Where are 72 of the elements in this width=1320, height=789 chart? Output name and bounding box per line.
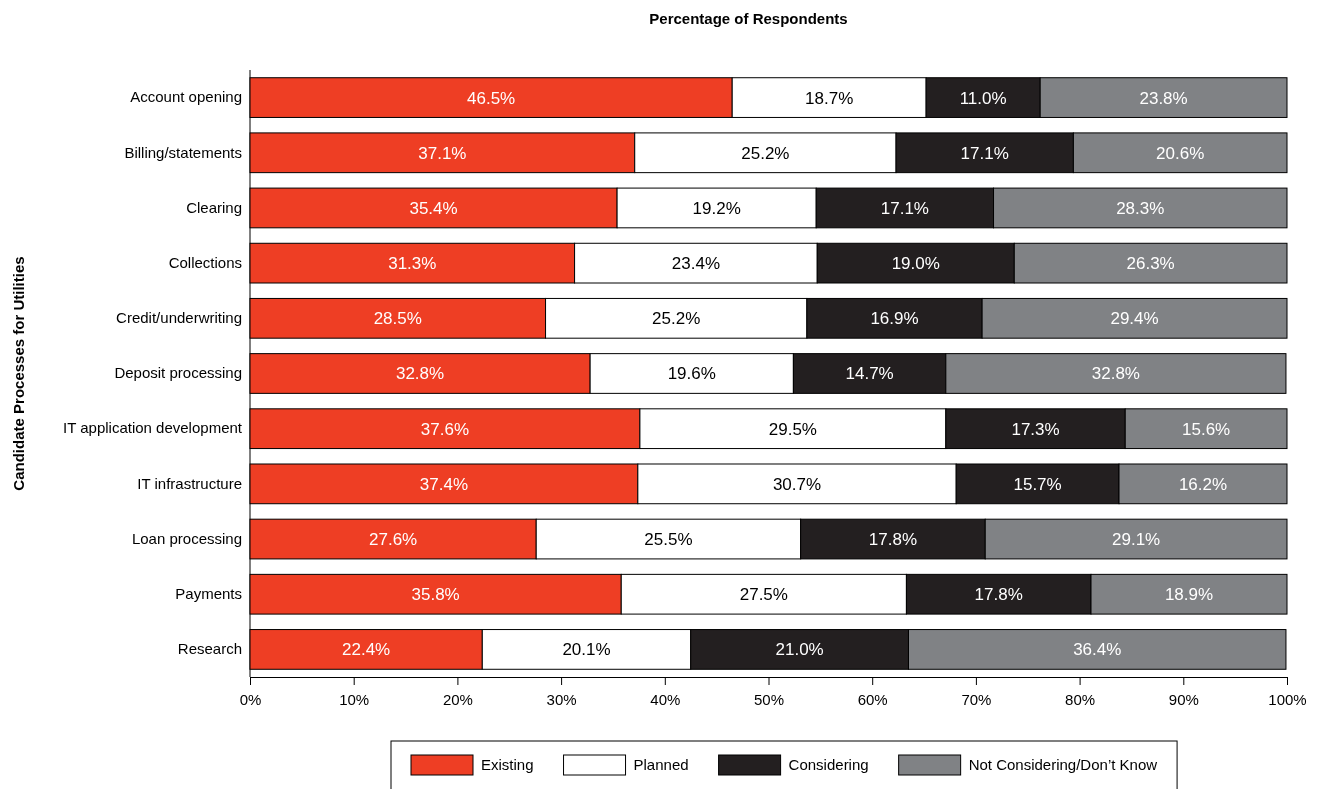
data-label: 14.7% — [845, 364, 894, 384]
y-tick-label: Payments — [175, 585, 242, 603]
data-label: 19.0% — [891, 254, 940, 274]
y-tick-label: Account opening — [130, 88, 242, 106]
data-label: 32.8% — [395, 364, 445, 384]
data-label: 16.9% — [870, 309, 919, 329]
x-tick-label: 60% — [857, 690, 888, 708]
data-label: 37.6% — [420, 419, 470, 439]
x-tick-label: 90% — [1168, 690, 1199, 708]
data-label: 28.5% — [373, 309, 422, 329]
y-tick-label: Loan processing — [131, 529, 242, 547]
y-tick-label: Deposit processing — [114, 364, 242, 382]
data-label: 21.0% — [775, 640, 824, 660]
data-label: 35.8% — [411, 585, 460, 605]
data-label: 17.3% — [1011, 419, 1060, 439]
x-tick-label: 10% — [339, 690, 370, 708]
data-label: 20.1% — [562, 640, 611, 660]
data-label: 25.5% — [644, 530, 693, 549]
x-tick-label: 50% — [753, 690, 785, 708]
x-tick-label: 0% — [239, 690, 262, 708]
x-tick-label: 80% — [1065, 690, 1096, 708]
data-label: 17.1% — [960, 143, 1009, 163]
data-label: 11.0% — [959, 88, 1007, 108]
data-label: 25.2% — [652, 309, 701, 329]
legend-label: Existing — [481, 756, 534, 774]
data-label: 17.8% — [974, 585, 1023, 605]
y-tick-label: Research — [177, 640, 242, 658]
data-label: 37.4% — [419, 474, 469, 494]
x-tick-label: 30% — [546, 690, 577, 708]
data-label: 16.2% — [1178, 474, 1228, 494]
data-label: 35.4% — [409, 198, 458, 218]
data-label: 36.4% — [1073, 640, 1122, 660]
data-label: 20.6% — [1156, 143, 1205, 163]
data-label: 46.5% — [467, 88, 516, 108]
data-label: 17.1% — [880, 198, 929, 218]
y-tick-label: Billing/statements — [124, 143, 242, 161]
data-label: 27.5% — [739, 585, 788, 605]
y-tick-label: Clearing — [186, 198, 242, 216]
data-label: 23.4% — [671, 254, 721, 274]
data-label: 28.3% — [1116, 198, 1165, 218]
x-tick-label: 20% — [442, 690, 473, 708]
data-label: 15.7% — [1013, 474, 1062, 494]
data-label: 22.4% — [342, 640, 391, 660]
data-label: 17.8% — [868, 530, 918, 549]
data-label: 19.2% — [692, 198, 741, 218]
y-tick-label: Credit/underwriting — [116, 309, 242, 327]
x-tick-label: 40% — [650, 690, 681, 708]
data-label: 25.2% — [741, 143, 790, 163]
legend-label: Considering — [788, 756, 869, 774]
data-label: 30.7% — [772, 474, 822, 494]
data-label: 37.1% — [418, 143, 467, 163]
y-tick-label: IT infrastructure — [137, 474, 242, 492]
chart-title: Percentage of Respondents — [649, 10, 848, 27]
data-label: 26.3% — [1126, 254, 1175, 274]
x-tick-label: 100% — [1268, 690, 1307, 708]
data-label: 32.8% — [1091, 364, 1140, 384]
data-label: 27.6% — [369, 530, 418, 549]
data-label: 29.1% — [1112, 530, 1161, 549]
legend-label: Planned — [633, 756, 689, 774]
y-axis-title: Candidate Processes for Utilities — [10, 256, 27, 491]
data-label: 19.6% — [667, 364, 716, 384]
data-label: 29.5% — [768, 419, 817, 439]
y-tick-label: Collections — [168, 253, 242, 271]
y-tick-label: IT application development — [62, 419, 243, 437]
legend-label: Not Considering/Don’t Know — [968, 756, 1158, 774]
data-label: 18.9% — [1164, 585, 1214, 605]
data-label: 31.3% — [388, 254, 437, 274]
data-label: 23.8% — [1139, 88, 1188, 108]
data-label: 18.7% — [805, 88, 854, 108]
data-label: 29.4% — [1110, 309, 1159, 329]
data-label: 15.6% — [1182, 419, 1231, 439]
x-tick-label: 70% — [961, 690, 992, 708]
